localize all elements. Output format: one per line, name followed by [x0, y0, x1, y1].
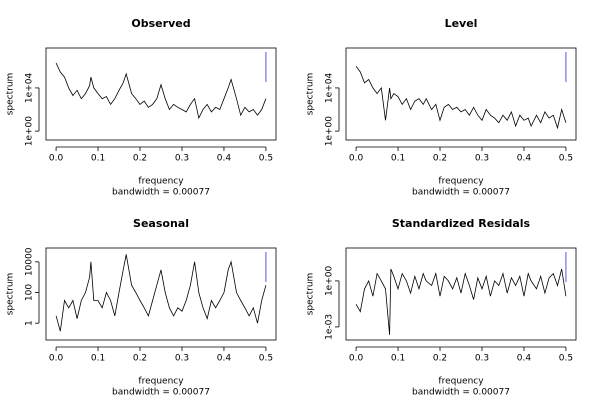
spectrum-line: [55, 62, 267, 120]
x-tick-label: 0.3: [475, 154, 489, 164]
y-tick-label: 1e+00: [25, 116, 35, 147]
panel: Standardized Residals 0.0 0.1 0.2 0.3 0.4 0.5 1…: [306, 217, 577, 398]
x-tick-label: 0.4: [517, 354, 532, 364]
y-tick-label: 1e+00: [325, 266, 335, 297]
y-tick-label: 1e+00: [325, 116, 335, 147]
y-tick-label: 1: [25, 320, 35, 326]
x-tick-label: 0.2: [433, 354, 447, 364]
panel-title: Seasonal: [133, 217, 189, 230]
spectrum-line: [355, 66, 567, 130]
bandwidth-label: bandwidth = 0.00077: [412, 388, 510, 398]
y-axis-label: spectrum: [6, 273, 16, 316]
x-tick-label: 0.0: [349, 154, 364, 164]
x-tick-label: 0.5: [259, 154, 273, 164]
y-tick-label: 1e+04: [325, 73, 335, 104]
x-tick-label: 0.5: [259, 354, 273, 364]
plot-box: [45, 47, 277, 141]
x-tick-label: 0.1: [391, 154, 405, 164]
panel: Observed 0.0 0.1 0.2 0.3 0.4 0.5 1e+00 1e+04 freq…: [6, 17, 277, 198]
x-tick-label: 0.2: [133, 154, 147, 164]
x-tick-label: 0.1: [391, 354, 405, 364]
panel-title: Observed: [131, 17, 190, 30]
x-tick-label: 0.1: [91, 354, 105, 364]
x-tick-label: 0.4: [517, 154, 532, 164]
bandwidth-label: bandwidth = 0.00077: [412, 188, 510, 198]
y-axis-label: spectrum: [6, 73, 16, 116]
plot-box: [345, 247, 577, 341]
x-tick-label: 0.0: [49, 354, 64, 364]
bandwidth-label: bandwidth = 0.00077: [112, 188, 210, 198]
y-tick-label: 10000: [25, 247, 35, 276]
y-tick-label: 100: [25, 284, 35, 301]
x-axis-label: frequency: [438, 377, 484, 387]
x-tick-label: 0.5: [559, 354, 573, 364]
x-tick-label: 0.4: [217, 354, 232, 364]
x-tick-label: 0.3: [475, 354, 489, 364]
plot-box: [345, 47, 577, 141]
x-tick-label: 0.5: [559, 154, 573, 164]
y-tick-label: 1e+04: [25, 73, 35, 104]
x-tick-label: 0.4: [217, 154, 232, 164]
y-axis-label: spectrum: [306, 273, 316, 316]
x-tick-label: 0.3: [175, 354, 189, 364]
x-tick-label: 0.2: [433, 154, 447, 164]
x-tick-label: 0.0: [49, 154, 64, 164]
panel: Level 0.0 0.1 0.2 0.3 0.4 0.5 1e+00 1e+04 frequen…: [306, 17, 577, 198]
x-axis-label: frequency: [138, 377, 184, 387]
y-tick-label: 1e-03: [325, 314, 335, 340]
panel-title: Level: [445, 17, 478, 30]
x-tick-label: 0.0: [349, 354, 364, 364]
plot-box: [45, 247, 277, 341]
x-axis-label: frequency: [438, 177, 484, 187]
x-axis-label: frequency: [138, 177, 184, 187]
spectrum-line: [55, 254, 267, 332]
panel-title: Standardized Residals: [392, 217, 531, 230]
x-tick-label: 0.2: [133, 354, 147, 364]
x-tick-label: 0.3: [175, 154, 189, 164]
y-axis-label: spectrum: [306, 73, 316, 116]
spectrum-line: [355, 268, 567, 335]
bandwidth-label: bandwidth = 0.00077: [112, 388, 210, 398]
x-tick-label: 0.1: [91, 154, 105, 164]
panel: Seasonal 0.0 0.1 0.2 0.3 0.4 0.5 1 100 10000 frequ…: [6, 217, 277, 398]
